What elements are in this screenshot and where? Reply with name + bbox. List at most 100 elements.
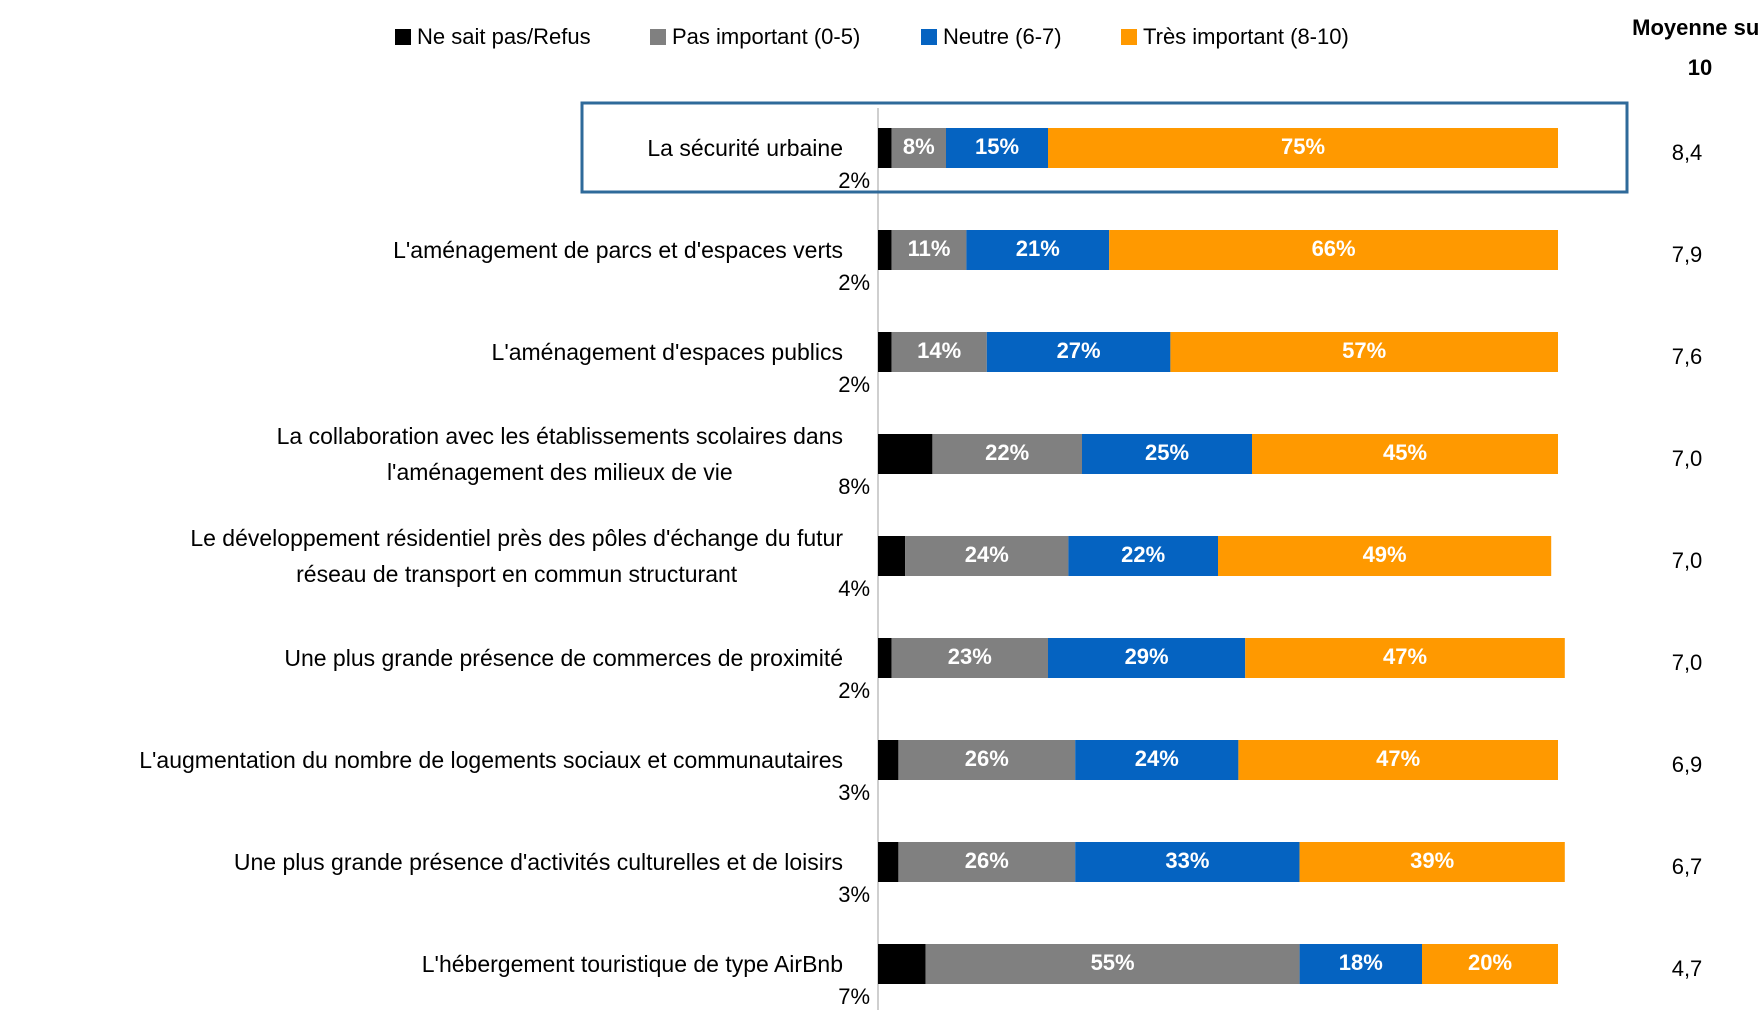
bar-segment: [891, 332, 987, 372]
category-label: La sécurité urbaine: [647, 135, 843, 161]
bar-segment: [1075, 842, 1300, 882]
bar-segment: [1252, 434, 1558, 474]
bar-segment: [891, 638, 1048, 678]
value-label: 20%: [1468, 950, 1512, 975]
value-label: 57%: [1342, 338, 1386, 363]
category-label: L'augmentation du nombre de logements so…: [139, 747, 843, 773]
legend-swatch: [650, 29, 666, 45]
value-label: 22%: [1121, 542, 1165, 567]
value-label: 24%: [965, 542, 1009, 567]
bar-segment: [966, 230, 1110, 270]
bar-segment: [986, 332, 1171, 372]
value-label: 22%: [985, 440, 1029, 465]
bar-segment: [1238, 740, 1558, 780]
value-label: 24%: [1135, 746, 1179, 771]
value-label: 26%: [965, 746, 1009, 771]
bar-segment: [1068, 536, 1218, 576]
bar-segment: [905, 536, 1069, 576]
average-value: 7,0: [1672, 548, 1703, 573]
bar-segment: [878, 536, 906, 576]
value-label: 39%: [1410, 848, 1454, 873]
bar-segment: [1299, 842, 1565, 882]
average-value: 6,9: [1672, 752, 1703, 777]
value-label: 3%: [838, 882, 870, 907]
value-label: 14%: [917, 338, 961, 363]
legend-label: Pas important (0-5): [672, 24, 860, 49]
bar-segment: [878, 842, 899, 882]
value-label: 55%: [1091, 950, 1135, 975]
legend-label: Ne sait pas/Refus: [417, 24, 591, 49]
legend-swatch: [1121, 29, 1137, 45]
value-label: 66%: [1312, 236, 1356, 261]
bar-segment: [878, 740, 899, 780]
average-header: Moyenne sur 10: [1632, 15, 1758, 80]
category-label: L'hébergement touristique de type AirBnb: [421, 951, 843, 977]
legend-label: Neutre (6-7): [943, 24, 1062, 49]
value-label: 2%: [838, 270, 870, 295]
bar-segment: [1299, 944, 1422, 984]
legend-label: Très important (8-10): [1143, 24, 1349, 49]
value-label: 29%: [1125, 644, 1169, 669]
bar-segment: [1048, 638, 1246, 678]
value-label: 47%: [1383, 644, 1427, 669]
category-label: L'aménagement de parcs et d'espaces vert…: [393, 237, 843, 263]
value-label: 25%: [1145, 440, 1189, 465]
highlight-box: [580, 101, 1629, 194]
bar-segment: [898, 740, 1076, 780]
value-label: 4%: [838, 576, 870, 601]
category-label: Une plus grande présence d'activités cul…: [233, 849, 843, 875]
category-label: Une plus grande présence de commerces de…: [284, 645, 843, 671]
bar-segment: [932, 434, 1082, 474]
bar-segment: [878, 230, 892, 270]
value-label: 7%: [838, 984, 870, 1009]
value-label: 23%: [948, 644, 992, 669]
value-label: 2%: [838, 168, 870, 193]
value-label: 49%: [1363, 542, 1407, 567]
value-label: 11%: [908, 236, 951, 261]
average-value: 7,0: [1672, 650, 1703, 675]
value-label: 75%: [1281, 134, 1325, 159]
bar-segment: [878, 332, 892, 372]
legend-swatch: [395, 29, 411, 45]
bar-segment: [878, 638, 892, 678]
category-label: La collaboration avec les établissements…: [276, 423, 843, 485]
value-label: 47%: [1376, 746, 1420, 771]
category-label: L'aménagement d'espaces publics: [491, 339, 843, 365]
average-value: 6,7: [1672, 854, 1703, 879]
average-value: 7,6: [1672, 344, 1703, 369]
legend-swatch: [921, 29, 937, 45]
value-label: 2%: [838, 678, 870, 703]
bar-segment: [898, 842, 1076, 882]
bar-segment: [1170, 332, 1558, 372]
bar-segment: [1245, 638, 1565, 678]
average-value: 8,4: [1672, 140, 1703, 165]
category-label: Le développement résidentiel près des pô…: [190, 525, 843, 587]
bar-segment: [878, 434, 933, 474]
bar-segment: [878, 128, 892, 168]
value-label: 8%: [903, 134, 935, 159]
value-label: 15%: [975, 134, 1019, 159]
value-label: 21%: [1016, 236, 1060, 261]
value-label: 18%: [1339, 950, 1383, 975]
bar-segment: [925, 944, 1300, 984]
value-label: 26%: [965, 848, 1009, 873]
value-label: 8%: [838, 474, 870, 499]
bar-segment: [1075, 740, 1239, 780]
bar-segment: [1048, 128, 1558, 168]
value-label: 27%: [1057, 338, 1101, 363]
value-label: 2%: [838, 372, 870, 397]
bar-segment: [878, 944, 926, 984]
value-label: 3%: [838, 780, 870, 805]
bar-segment: [1422, 944, 1558, 984]
bar-segment: [1218, 536, 1552, 576]
bar-segment: [1082, 434, 1252, 474]
average-value: 4,7: [1672, 956, 1703, 981]
value-label: 45%: [1383, 440, 1427, 465]
bar-segment: [891, 230, 967, 270]
bar-segment: [946, 128, 1048, 168]
average-value: 7,0: [1672, 446, 1703, 471]
bar-segment: [1109, 230, 1558, 270]
value-label: 33%: [1165, 848, 1209, 873]
